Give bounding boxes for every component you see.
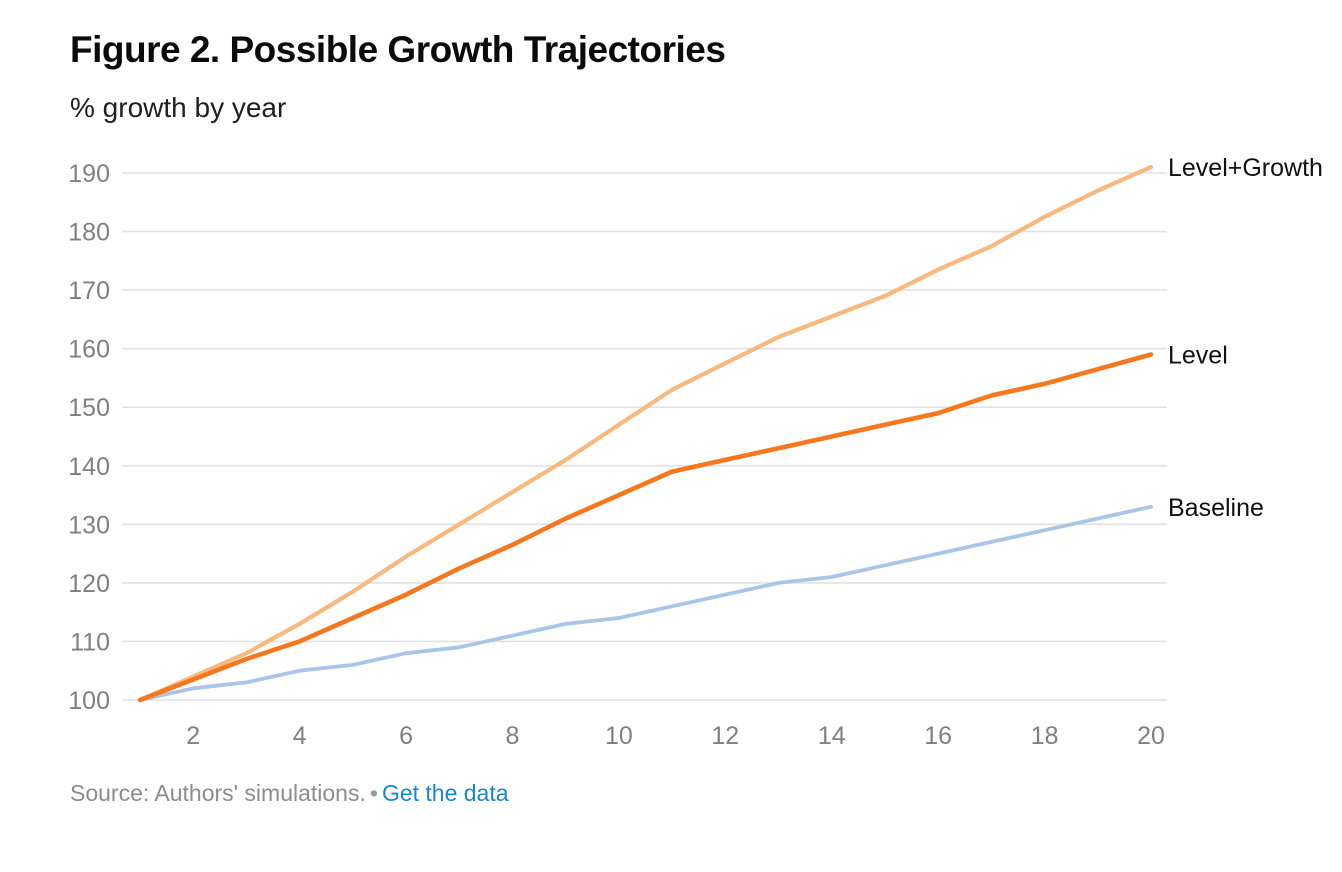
series-line-baseline xyxy=(138,504,1153,702)
series-line-level xyxy=(137,352,1154,703)
x-tick-label-10: 10 xyxy=(605,722,633,750)
y-tick-label-110: 110 xyxy=(70,628,110,656)
series-label-baseline: Baseline xyxy=(1168,494,1264,522)
x-tick-label-8: 8 xyxy=(506,722,520,750)
x-tick-label-4: 4 xyxy=(293,722,307,750)
bullet-separator: • xyxy=(369,780,378,806)
chart-header: Figure 2. Possible Growth Trajectories %… xyxy=(70,28,1270,124)
y-tick-label-190: 190 xyxy=(68,160,110,188)
series-label-level-growth: Level+Growth xyxy=(1168,154,1323,182)
x-tick-label-6: 6 xyxy=(399,722,413,750)
y-tick-label-120: 120 xyxy=(68,570,110,598)
x-tick-label-2: 2 xyxy=(186,722,200,750)
y-tick-label-180: 180 xyxy=(68,219,110,247)
x-tick-label-12: 12 xyxy=(711,722,739,750)
x-tick-label-14: 14 xyxy=(818,722,846,750)
y-tick-label-150: 150 xyxy=(68,394,110,422)
growth-trajectories-chart: 100 110 120 130 140 150 160 170 180 190 2 4 6 8 10 12 14… xyxy=(68,154,1323,750)
x-tick-label-16: 16 xyxy=(924,722,952,750)
series-line-level-growth xyxy=(137,165,1154,703)
y-tick-label-130: 130 xyxy=(68,511,110,539)
y-tick-label-100: 100 xyxy=(68,687,110,715)
chart-title: Figure 2. Possible Growth Trajectories xyxy=(70,29,726,70)
source-line: Source: Authors' simulations. • Get the da… xyxy=(70,780,509,807)
get-the-data-link[interactable]: Get the data xyxy=(381,780,509,806)
x-tick-label-20: 20 xyxy=(1137,722,1165,750)
series-label-level: Level xyxy=(1168,342,1228,370)
source-text: Source: Authors' simulations. xyxy=(70,780,366,806)
y-tick-label-140: 140 xyxy=(68,453,110,481)
chart-y-axis-unit-label: % growth by year xyxy=(70,92,287,124)
y-tick-label-170: 170 xyxy=(68,277,110,305)
y-tick-label-160: 160 xyxy=(68,336,110,364)
x-tick-label-18: 18 xyxy=(1031,722,1059,750)
